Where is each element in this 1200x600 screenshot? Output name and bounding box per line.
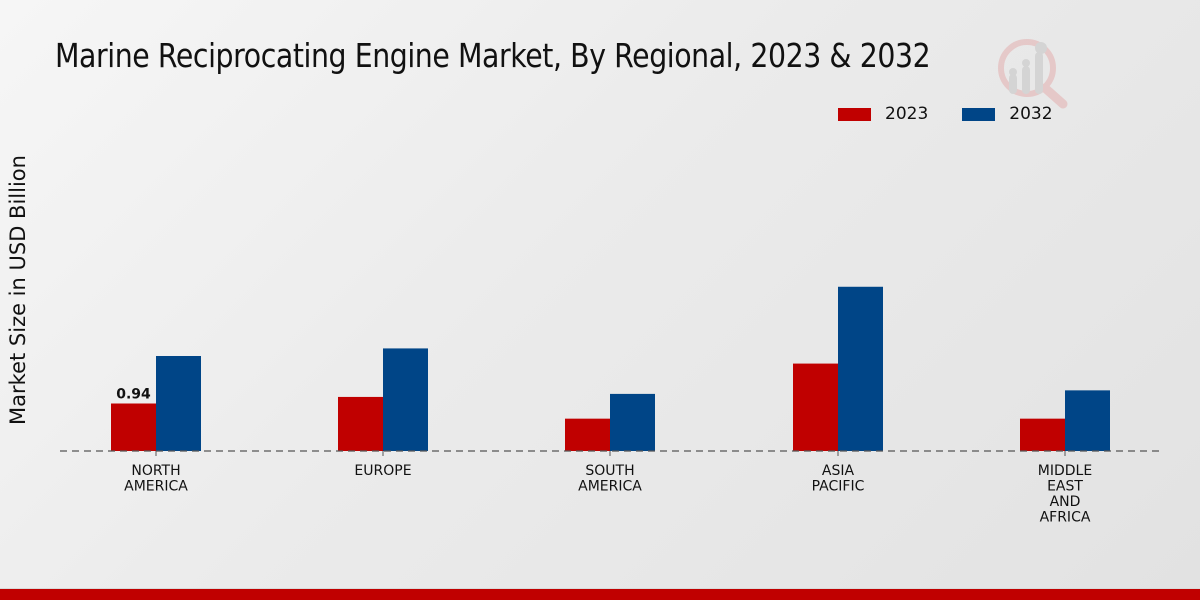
legend: 2023 2032 (838, 104, 1087, 124)
bar-middle-east-and-africa-2023 (1020, 418, 1065, 451)
x-tick-label-south-america: SOUTH AMERICA (578, 463, 642, 495)
legend-item-2023: 2023 (838, 104, 928, 124)
legend-label-2023: 2023 (885, 104, 929, 124)
bar-europe-2023 (338, 396, 383, 451)
bar-south-america-2023 (565, 418, 610, 451)
chart-title: Marine Reciprocating Engine Market, By R… (55, 36, 931, 75)
bar-europe-2032 (383, 348, 428, 451)
legend-label-2032: 2032 (1009, 104, 1053, 124)
x-tick-label-middle-east-and-africa: MIDDLE EAST AND AFRICA (1038, 463, 1092, 526)
legend-item-2032: 2032 (962, 104, 1053, 124)
bar-asia-pacific-2023 (793, 363, 838, 451)
x-tick-label-north-america: NORTH AMERICA (124, 463, 188, 495)
x-tick-label-asia-pacific: ASIA PACIFIC (812, 463, 865, 495)
footer-bar (0, 588, 1200, 600)
bar-asia-pacific-2032 (838, 286, 883, 451)
watermark-logo-icon (995, 32, 1075, 116)
bar-middle-east-and-africa-2032 (1065, 390, 1110, 451)
legend-swatch-2023 (838, 107, 871, 121)
bar-north-america-2023 (111, 403, 156, 451)
bar-south-america-2032 (610, 393, 655, 451)
x-tick-label-europe: EUROPE (354, 463, 411, 479)
legend-swatch-2032 (962, 107, 996, 121)
bar-north-america-2032 (156, 355, 201, 451)
data-label-north-america-2023: 0.94 (116, 386, 151, 402)
